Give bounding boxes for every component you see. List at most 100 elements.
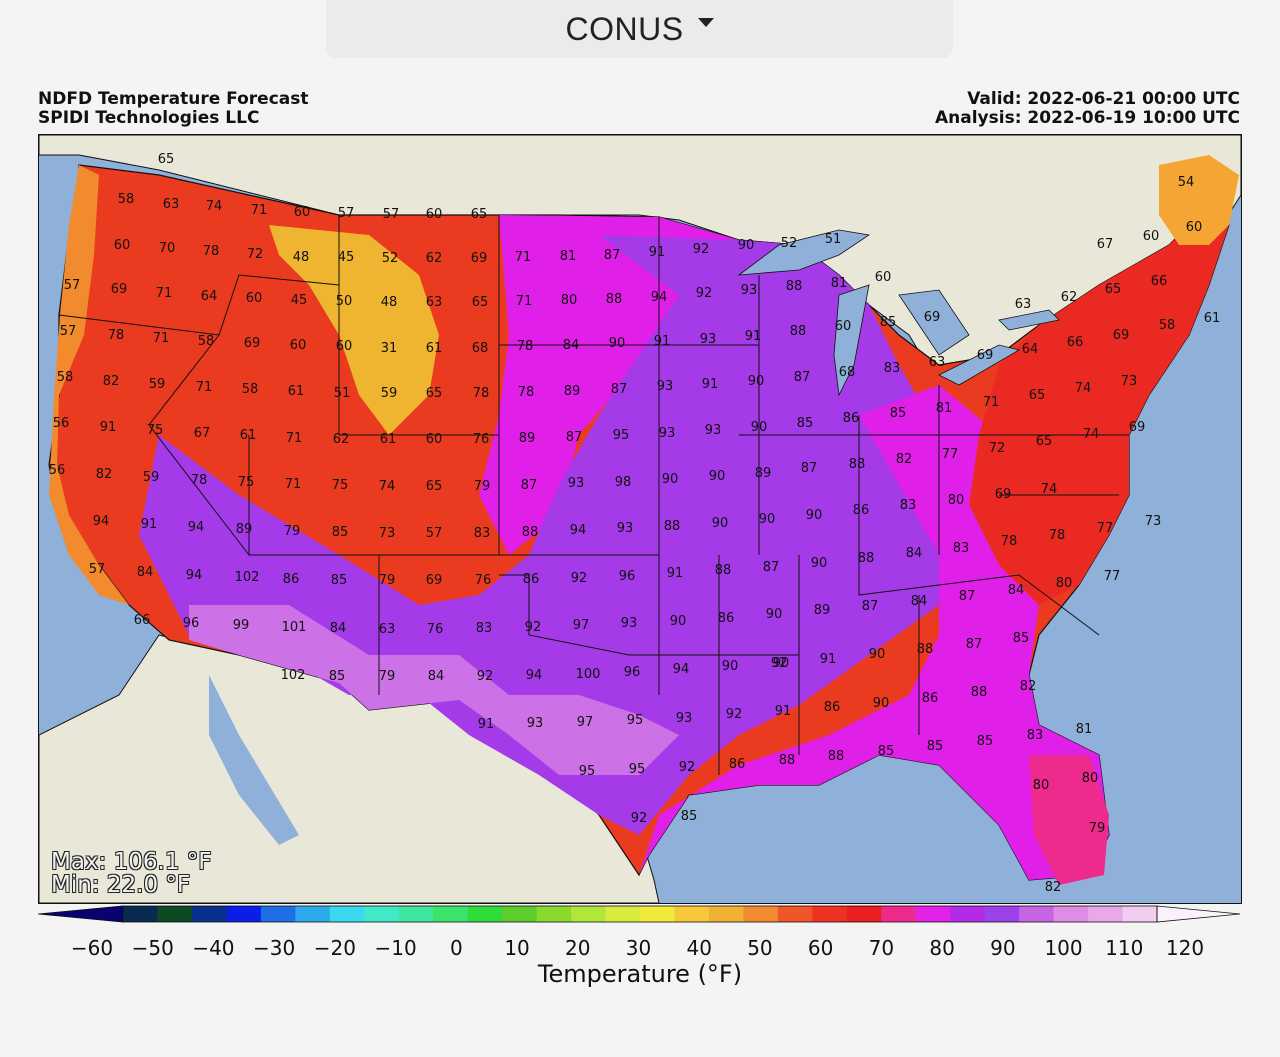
station-temp-label: 66: [1151, 274, 1168, 289]
station-temp-label: 102: [235, 570, 260, 585]
station-temp-label: 88: [790, 324, 807, 339]
station-temp-label: 60: [426, 432, 443, 447]
station-temp-label: 56: [53, 416, 70, 431]
station-temp-label: 78: [517, 339, 534, 354]
station-temp-label: 82: [96, 467, 113, 482]
station-temp-label: 84: [428, 669, 445, 684]
colorbar-segment: [1019, 906, 1055, 922]
station-temp-label: 90: [806, 508, 823, 523]
station-temp-label: 80: [1056, 576, 1073, 591]
station-temp-label: 75: [147, 423, 164, 438]
station-temp-label: 54: [1178, 175, 1195, 190]
valid-time: Valid: 2022-06-21 00:00 UTC: [967, 89, 1240, 109]
station-temp-label: 71: [516, 294, 533, 309]
station-temp-label: 66: [134, 613, 151, 628]
station-temp-label: 67: [194, 426, 211, 441]
header-left: NDFD Temperature Forecast SPIDI Technolo…: [38, 90, 309, 128]
station-temp-label: 87: [794, 370, 811, 385]
station-temp-label: 91: [667, 566, 684, 581]
station-temp-label: 61: [426, 341, 443, 356]
station-temp-label: 85: [1013, 631, 1030, 646]
station-temp-label: 88: [715, 563, 732, 578]
lake-ontario: [998, 309, 1060, 331]
map-subtitle: SPIDI Technologies LLC: [38, 108, 260, 128]
station-temp-label: 88: [779, 753, 796, 768]
station-temp-label: 83: [476, 621, 493, 636]
station-temp-label: 63: [426, 295, 443, 310]
station-temp-label: 86: [729, 757, 746, 772]
colorbar-ticks: −60 −50 −40 −30 −20 −10 0 10 20 30 40 50 60 70 80 90 100…: [0, 936, 1280, 960]
station-temp-label: 88: [606, 292, 623, 307]
colorbar-segment: [157, 906, 193, 922]
station-temp-label: 88: [849, 457, 866, 472]
station-temp-label: 89: [564, 384, 581, 399]
station-temp-label: 92: [679, 760, 696, 775]
colorbar-tick-label: 20: [565, 936, 591, 960]
station-temp-label: 69: [1113, 328, 1130, 343]
station-temp-label: 61: [240, 428, 257, 443]
colorbar-max-arrow: [1156, 905, 1241, 923]
station-temp-label: 71: [983, 395, 1000, 410]
colorbar-outline: [122, 905, 1158, 923]
station-temp-label: 71: [153, 331, 170, 346]
colorbar-tick-label: 110: [1105, 936, 1144, 960]
red-northeast: [969, 205, 1229, 605]
lavender-southwest: [189, 605, 679, 775]
station-temp-label: 90: [811, 556, 828, 571]
station-temp-label: 63: [163, 197, 180, 212]
station-temp-label: 88: [917, 642, 934, 657]
station-temp-label: 66: [1067, 335, 1084, 350]
station-temp-label: 61: [288, 384, 305, 399]
station-temp-label: 65: [426, 479, 443, 494]
station-temp-label: 61: [1204, 311, 1221, 326]
colorbar-tick-label: 40: [686, 936, 712, 960]
station-temp-label: 84: [563, 338, 580, 353]
station-temp-label: 90: [709, 469, 726, 484]
station-temp-label: 85: [329, 669, 346, 684]
station-temp-label: 90: [773, 656, 790, 671]
station-temp-label: 96: [183, 616, 200, 631]
florida-pink: [1029, 755, 1109, 885]
station-temp-label: 87: [763, 560, 780, 575]
station-temp-label: 60: [875, 270, 892, 285]
station-temp-label: 93: [676, 711, 693, 726]
station-temp-label: 69: [471, 251, 488, 266]
station-temp-label: 91: [775, 704, 792, 719]
station-temp-label: 85: [977, 734, 994, 749]
station-temp-label: 65: [426, 386, 443, 401]
station-temp-label: 67: [1097, 237, 1114, 252]
colorbar-tick-label: 80: [929, 936, 955, 960]
station-temp-label: 85: [927, 739, 944, 754]
station-temp-label: 89: [755, 466, 772, 481]
station-temp-label: 89: [519, 431, 536, 446]
station-temp-label: 78: [1001, 534, 1018, 549]
colorbar-tick-label: −40: [192, 936, 235, 960]
station-temp-label: 83: [953, 541, 970, 556]
station-temp-label: 60: [246, 291, 263, 306]
station-temp-label: 74: [206, 199, 223, 214]
station-temp-label: 86: [853, 503, 870, 518]
colorbar-segment: [295, 906, 331, 922]
station-temp-label: 92: [771, 656, 788, 671]
station-temp-label: 77: [1104, 569, 1121, 584]
station-temp-label: 80: [1033, 778, 1050, 793]
station-temp-label: 87: [959, 589, 976, 604]
station-temp-label: 72: [989, 441, 1006, 456]
station-temp-label: 79: [474, 479, 491, 494]
station-temp-label: 93: [657, 379, 674, 394]
map-canvas: 65 58 63 74 71 60 57 57 60 65 60 70 78 72 48 45 52 62 69 71…: [39, 135, 1241, 903]
colorbar-segment: [708, 906, 744, 922]
station-temp-label: 95: [629, 762, 646, 777]
station-temp-label: 52: [781, 236, 798, 251]
station-temp-label: 81: [560, 249, 577, 264]
colorbar-tick-label: 70: [868, 936, 895, 960]
station-temp-label: 60: [1143, 229, 1160, 244]
min-temp: Min: 22.0 °F: [51, 872, 191, 898]
station-temp-label: 90: [722, 659, 739, 674]
station-temp-label: 76: [427, 622, 444, 637]
station-temp-label: 58: [242, 382, 259, 397]
station-temp-label: 90: [738, 238, 755, 253]
station-temp-label: 90: [670, 614, 687, 629]
region-selector[interactable]: CONUS: [326, 0, 953, 58]
station-temp-label: 83: [1027, 728, 1044, 743]
